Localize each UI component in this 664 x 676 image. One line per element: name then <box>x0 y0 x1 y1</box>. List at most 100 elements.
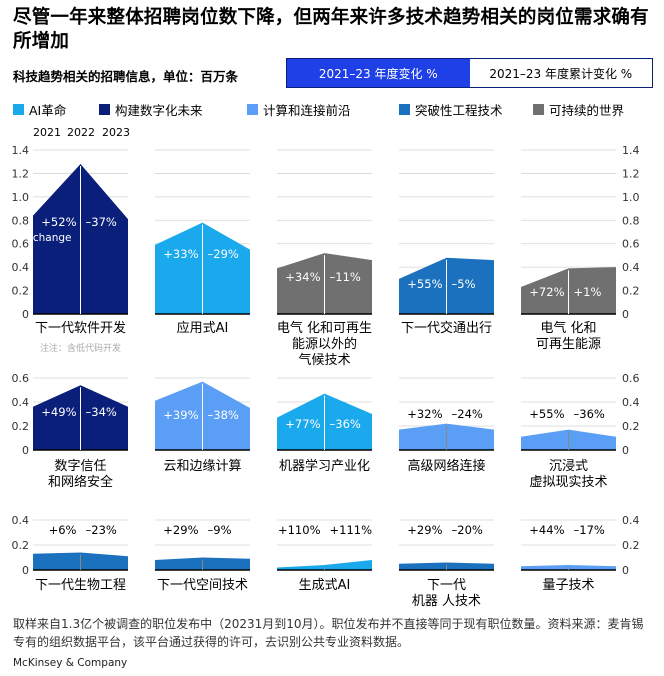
panel-title: 下一代软件开发 <box>35 320 126 336</box>
panel-title: 量子技术 <box>542 578 594 593</box>
panel-title: 沉浸式 <box>549 459 588 474</box>
change-note: change <box>33 232 72 244</box>
panel-title: 电气 化和 <box>540 320 596 336</box>
change-label-2022: +110% <box>278 523 321 537</box>
tab-annual-change[interactable]: 2021–23 年度变化 % <box>287 59 470 87</box>
change-label-2022: +39% <box>163 408 198 422</box>
y-tick-label-right: 1.2 <box>622 167 640 180</box>
change-label-2022: +6% <box>49 523 77 537</box>
change-label-2022: +52% <box>41 215 76 229</box>
y-tick-label-left: 0.4 <box>12 261 30 274</box>
legend-swatch <box>13 104 24 115</box>
y-tick-label-right: 0 <box>622 444 629 457</box>
panel-title: 下一代交通出行 <box>401 320 492 336</box>
y-tick-label-left: 0.4 <box>12 396 30 409</box>
panel-title: 高级网络连接 <box>407 458 485 474</box>
change-label-2023: –20% <box>452 523 483 537</box>
change-label-2022: +77% <box>285 417 320 431</box>
y-tick-label-right: 0.4 <box>622 261 640 274</box>
y-tick-label-left: 0 <box>22 444 29 457</box>
legend-item-compute: 计算和连接前沿 <box>247 100 351 119</box>
y-tick-label-right: 0.2 <box>622 285 640 298</box>
y-tick-label-right: 0.8 <box>622 214 640 227</box>
panel-title: 能源以外的 <box>292 336 357 352</box>
change-label-2023: –9% <box>208 523 232 537</box>
tab-cumulative-change[interactable]: 2021–23 年度累计变化 % <box>489 66 633 81</box>
change-label-2022: +33% <box>163 247 198 261</box>
panel-title: 可再生能源 <box>536 337 601 352</box>
y-tick-label-left: 1.4 <box>12 144 30 157</box>
panel-title: 机器学习产业化 <box>279 458 370 474</box>
change-label-2023: +111% <box>330 523 373 537</box>
change-label-2022: +49% <box>41 405 76 419</box>
panel-title: 气候技术 <box>298 352 350 368</box>
panel-title: 生成式AI <box>299 578 351 593</box>
year-label-2023: 2023 <box>102 126 130 139</box>
y-tick-label-right: 0.6 <box>622 238 640 251</box>
y-tick-label-right: 1.0 <box>622 191 640 204</box>
view-toggle: 2021–23 年度变化 % 2021–23 年度累计变化 % <box>286 58 653 88</box>
legend-swatch <box>247 104 258 115</box>
change-label-2022: +32% <box>407 407 442 421</box>
change-label-2022: +44% <box>529 523 564 537</box>
panel-title: 下一代生物工程 <box>35 578 126 593</box>
y-tick-label-right: 1.4 <box>622 144 640 157</box>
panel-title: 电气 化和可再生 <box>277 320 372 336</box>
chart-subtitle: 科技趋势相关的招聘信息，单位：百万条 <box>13 69 239 84</box>
y-tick-label-left: 0.8 <box>12 214 30 227</box>
legend-swatch <box>533 104 544 115</box>
y-tick-label-right: 0 <box>622 564 629 577</box>
legend-label: 可持续的世界 <box>549 103 625 118</box>
panel-title: 应用式AI <box>177 320 229 336</box>
change-label-2023: –29% <box>208 247 239 261</box>
legend-swatch <box>99 104 110 115</box>
y-tick-label-left: 0.2 <box>12 285 30 298</box>
change-label-2023: –17% <box>574 523 605 537</box>
y-tick-label-right: 0.6 <box>622 372 640 385</box>
page-title: 尽管一年来整体招聘岗位数下降，但两年来许多技术趋势相关的岗位需求确有所增加 <box>13 7 649 52</box>
panel-note: 注注：含低代码开发 <box>40 342 121 354</box>
change-label-2023: –37% <box>86 215 117 229</box>
y-tick-label-left: 0.2 <box>12 539 30 552</box>
change-label-2023: –36% <box>330 417 361 431</box>
y-tick-label-right: 0.4 <box>622 396 640 409</box>
legend-label: 突破性工程技术 <box>415 103 503 118</box>
small-multiples-chart: 0 0 0.2 0.2 0.4 0.4 0.6 0.6 0.8 0.8 1.0 1.0 1.2 1.2 1.… <box>12 144 640 609</box>
legend-label: 构建数字化未来 <box>115 103 203 118</box>
panel-title: 和网络安全 <box>48 474 113 490</box>
legend-item-digital: 构建数字化未来 <box>99 100 203 119</box>
y-tick-label-left: 0.4 <box>12 514 30 527</box>
panel-title: 下一代 <box>427 578 466 593</box>
year-label-2022: 2022 <box>67 126 95 139</box>
year-label-2021: 2021 <box>33 126 61 139</box>
change-label-2022: +29% <box>407 523 442 537</box>
y-tick-label-left: 0.6 <box>12 238 30 251</box>
y-tick-label-left: 0 <box>22 308 29 321</box>
panel-title: 云和边缘计算 <box>163 459 241 474</box>
footnote: 取样来自1.3亿个被调查的职位发布中（20231月到10月）。职位发布并不直接等… <box>13 617 644 649</box>
legend-item-sustainable: 可持续的世界 <box>533 100 624 119</box>
panel-title: 机器 人技术 <box>412 594 481 609</box>
area-mark <box>277 560 372 570</box>
brand-logo-text: McKinsey & Company <box>13 657 128 669</box>
y-tick-label-left: 0 <box>22 564 29 577</box>
y-tick-label-right: 0.2 <box>622 539 640 552</box>
y-tick-label-right: 0 <box>622 308 629 321</box>
change-label-2022: +55% <box>407 277 442 291</box>
change-label-2023: –5% <box>452 277 476 291</box>
y-tick-label-left: 0.2 <box>12 420 30 433</box>
y-tick-label-left: 1.0 <box>12 191 30 204</box>
legend-swatch <box>399 104 410 115</box>
y-tick-label-left: 0.6 <box>12 372 30 385</box>
change-label-2023: +1% <box>574 285 602 299</box>
y-tick-label-left: 1.2 <box>12 167 30 180</box>
panel-title: 下一代空间技术 <box>157 578 248 593</box>
change-label-2022: +34% <box>285 270 320 284</box>
change-label-2023: –23% <box>86 523 117 537</box>
legend-item-ai: AI革命 <box>13 100 66 119</box>
change-label-2022: +55% <box>529 407 564 421</box>
change-label-2023: –34% <box>86 405 117 419</box>
change-label-2023: –38% <box>208 408 239 422</box>
change-label-2023: –11% <box>330 270 361 284</box>
legend-label: 计算和连接前沿 <box>263 103 351 118</box>
